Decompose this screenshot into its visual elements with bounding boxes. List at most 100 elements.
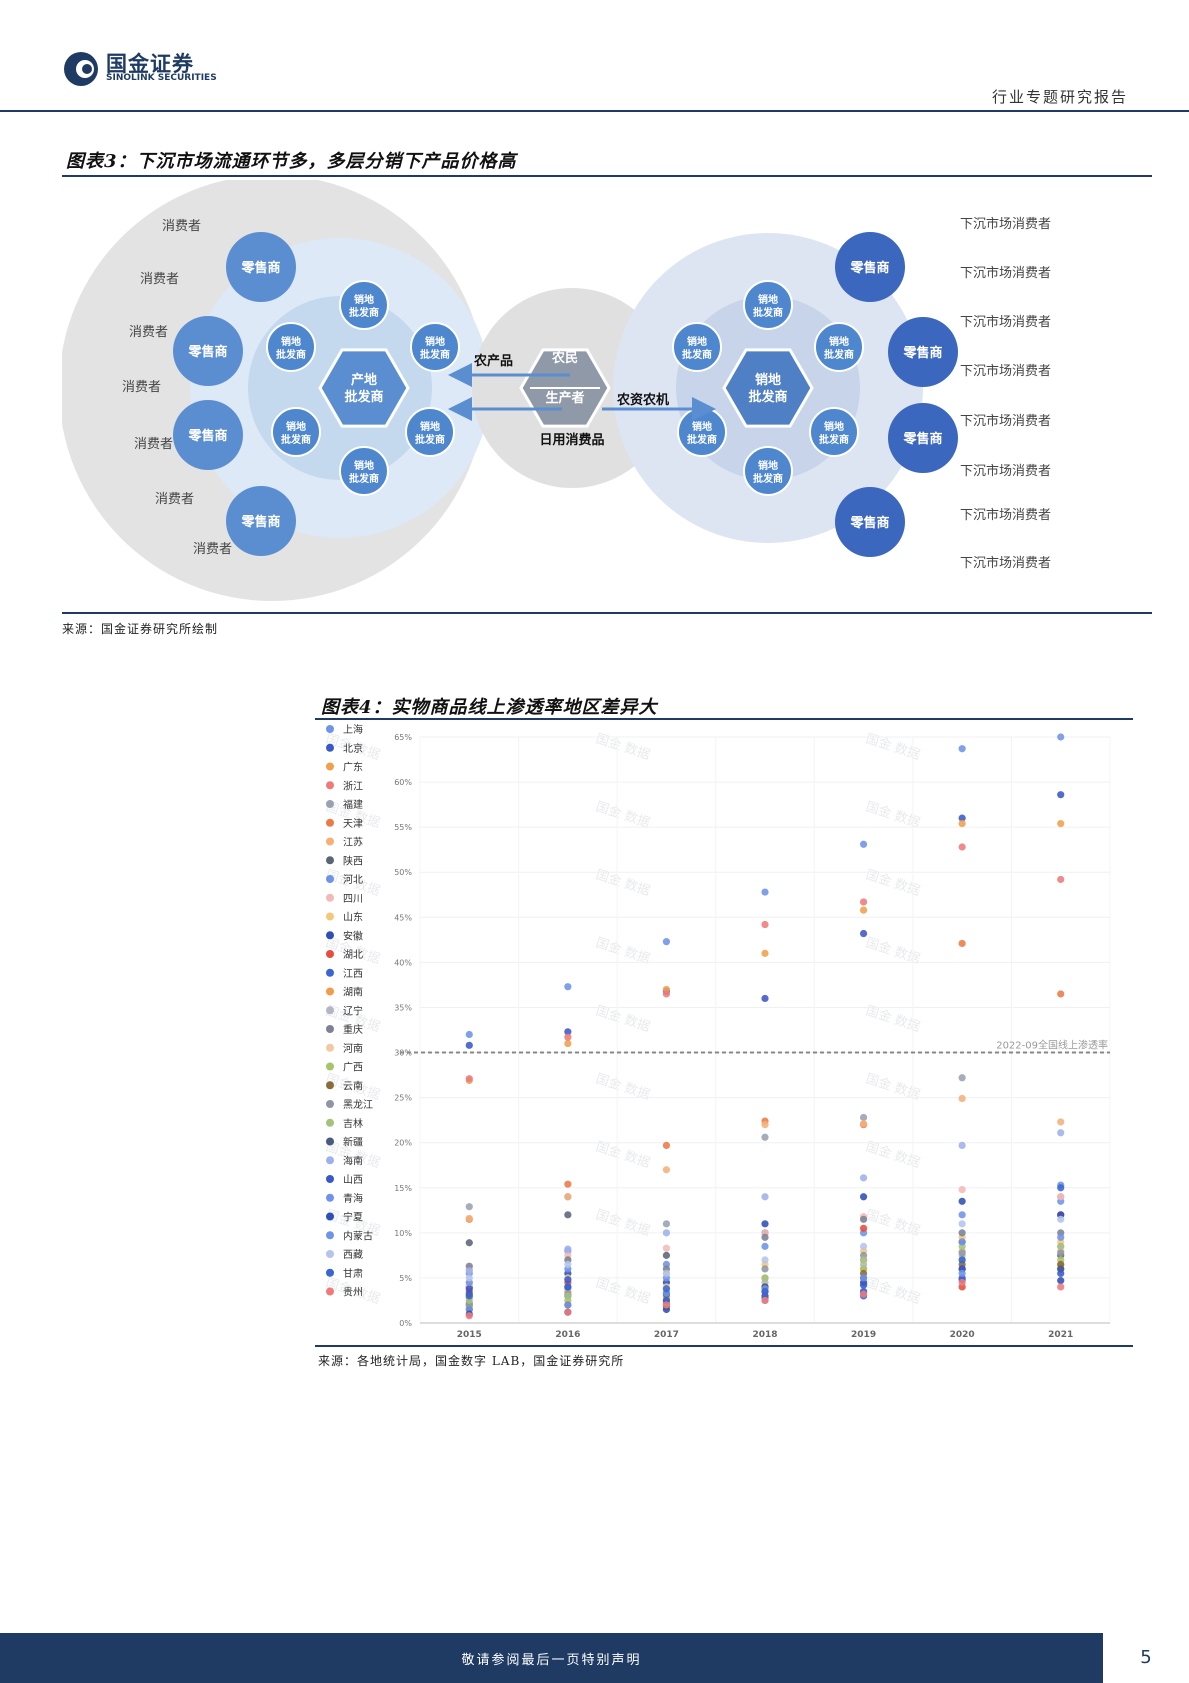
figure4-title: 图表4：实物商品线上渗透率地区差异大 (321, 697, 658, 718)
point-海南-2016 (564, 1245, 572, 1253)
point-陕西-2015 (465, 1239, 473, 1247)
legend-marker-重庆 (326, 1025, 334, 1033)
figure3-source: 来源：国金证券研究所绘制 (62, 622, 219, 636)
right-regional-wholesaler-2-label-1: 销地 (687, 335, 707, 348)
point-北京-2018 (761, 994, 769, 1003)
right-regional-wholesaler-3-label-2: 批发商 (824, 348, 854, 361)
point-黑龙江-2020 (958, 1249, 966, 1257)
left-regional-wholesaler-3 (410, 322, 460, 372)
left-consumer-5: 消费者 (134, 437, 173, 452)
y-tick-label: 15% (394, 1184, 412, 1193)
farm-inputs-label: 农资农机 (616, 392, 669, 408)
point-北京-2019 (859, 929, 868, 938)
left-consumer-2: 消费者 (140, 272, 179, 287)
point-海南-2019 (859, 1174, 868, 1182)
legend-marker-安徽 (326, 931, 334, 940)
legend-marker-江西 (326, 968, 334, 977)
point-北京-2016 (564, 1028, 572, 1036)
legend-marker-甘肃 (326, 1268, 334, 1277)
origin-wholesaler-label-1: 产地 (351, 372, 377, 388)
point-陕西-2016 (564, 1211, 572, 1219)
right-regional-wholesaler-4-label-2: 批发商 (687, 433, 717, 446)
point-内蒙古-2020 (958, 1238, 966, 1246)
legend-marker-贵州 (326, 1287, 334, 1296)
legend-label-河北: 河北 (343, 874, 363, 886)
rural-consumer-2: 下沉市场消费者 (960, 265, 1051, 281)
legend-label-重庆: 重庆 (343, 1023, 363, 1036)
y-tick-label: 0% (399, 1319, 412, 1328)
point-上海-2020 (958, 745, 966, 753)
point-甘肃-2017 (662, 1285, 671, 1293)
legend-marker-浙江 (326, 781, 334, 790)
point-内蒙古-2019 (859, 1274, 868, 1282)
penetration-chart: 国金 数据 国金 数据 国金 数据 国金 数据 国金 数据 国金 数据 国金 数据 国金 数据… (315, 722, 1133, 1344)
legend-label-新疆: 新疆 (343, 1136, 363, 1149)
farmer-label: 农民 (551, 350, 578, 366)
legend-label-吉林: 吉林 (343, 1117, 363, 1130)
left-regional-wholesaler-3-label-1: 销地 (425, 335, 445, 348)
legend-marker-北京 (326, 743, 334, 752)
point-山西-2019 (859, 1281, 868, 1289)
legend-marker-福建 (326, 800, 334, 808)
point-天津-2021 (1057, 990, 1065, 998)
distribution-diagram: 产地 批发商 销地 批发商 农民 生产者 销地 批发商 销地 批发商 销地 批发商 销地 批发商 销地 批发商… (59, 175, 1152, 610)
left-retailer-1-label: 零售商 (240, 260, 280, 276)
rural-consumer-1: 下沉市场消费者 (960, 216, 1051, 232)
distribution-diagram-svg: 产地批发商销地批发商农民生产者销地批发商销地批发商销地批发商销地批发商销地批发商… (59, 175, 1051, 601)
left-regional-wholesaler-4-label-2: 批发商 (281, 433, 311, 446)
y-tick-label: 60% (394, 778, 412, 787)
left-retailer-3-label: 零售商 (187, 428, 227, 444)
legend-marker-广西 (326, 1062, 334, 1071)
left-retailer-1 (226, 232, 296, 302)
point-河北-2020 (958, 1211, 966, 1219)
point-山西-2021 (1057, 1269, 1065, 1278)
legend-marker-湖南 (326, 987, 334, 996)
point-福建-2020 (958, 1074, 966, 1082)
right-retailer-1-label: 零售商 (849, 260, 889, 276)
origin-wholesaler-hexagon (318, 348, 410, 428)
left-retailer-4 (226, 486, 296, 556)
point-福建-2015 (465, 1203, 473, 1211)
point-西藏-2019 (859, 1242, 868, 1250)
footer-disclaimer: 敬请参阅最后一页特别声明 (461, 1653, 642, 1668)
legend-marker-陕西 (326, 856, 334, 865)
point-广东-2016 (564, 1039, 572, 1048)
legend-marker-上海 (326, 725, 334, 733)
legend-marker-云南 (326, 1081, 334, 1090)
chart-watermark: 国金 数据 (594, 1139, 652, 1172)
right-retailer-2 (888, 317, 958, 387)
point-上海-2019 (859, 840, 868, 848)
point-贵州-2017 (662, 1301, 671, 1309)
legend-label-福建: 福建 (343, 798, 363, 811)
point-贵州-2018 (761, 1296, 769, 1305)
left-consumer-1: 消费者 (162, 219, 201, 234)
right-regional-wholesaler-4-label-1: 销地 (692, 420, 712, 433)
right-regional-wholesaler-5 (809, 407, 859, 457)
legend-label-山东: 山东 (343, 911, 363, 924)
point-宁夏-2018 (761, 1220, 769, 1228)
legend-label-甘肃: 甘肃 (343, 1267, 363, 1280)
y-tick-label: 10% (394, 1229, 412, 1238)
legend-marker-江苏 (326, 837, 334, 846)
y-tick-label: 50% (394, 868, 412, 877)
legend-label-湖北: 湖北 (343, 949, 363, 961)
right-regional-wholesaler-3-label-1: 销地 (829, 335, 849, 348)
x-tick-label: 2015 (457, 1330, 482, 1340)
point-广东-2019 (859, 906, 868, 914)
legend-marker-四川 (326, 893, 334, 902)
chart-watermark: 国金 数据 (594, 1071, 652, 1104)
left-regional-wholesaler-3-label-2: 批发商 (420, 348, 450, 361)
right-retailer-4-label: 零售商 (849, 515, 889, 531)
point-甘肃-2021 (1057, 1184, 1065, 1192)
legend-label-云南: 云南 (343, 1079, 363, 1092)
farm-products-label: 农产品 (473, 353, 513, 369)
point-浙江-2019 (859, 898, 868, 906)
y-tick-label: 55% (394, 823, 412, 832)
right-regional-wholesaler-1-label-1: 销地 (758, 293, 778, 306)
point-广东-2020 (958, 819, 966, 828)
legend-label-北京: 北京 (343, 742, 363, 755)
legend-marker-新疆 (326, 1137, 334, 1146)
point-四川-2021 (1057, 1193, 1065, 1201)
y-tick-label: 35% (394, 1003, 412, 1012)
daily-goods-label: 日用消费品 (539, 432, 604, 448)
